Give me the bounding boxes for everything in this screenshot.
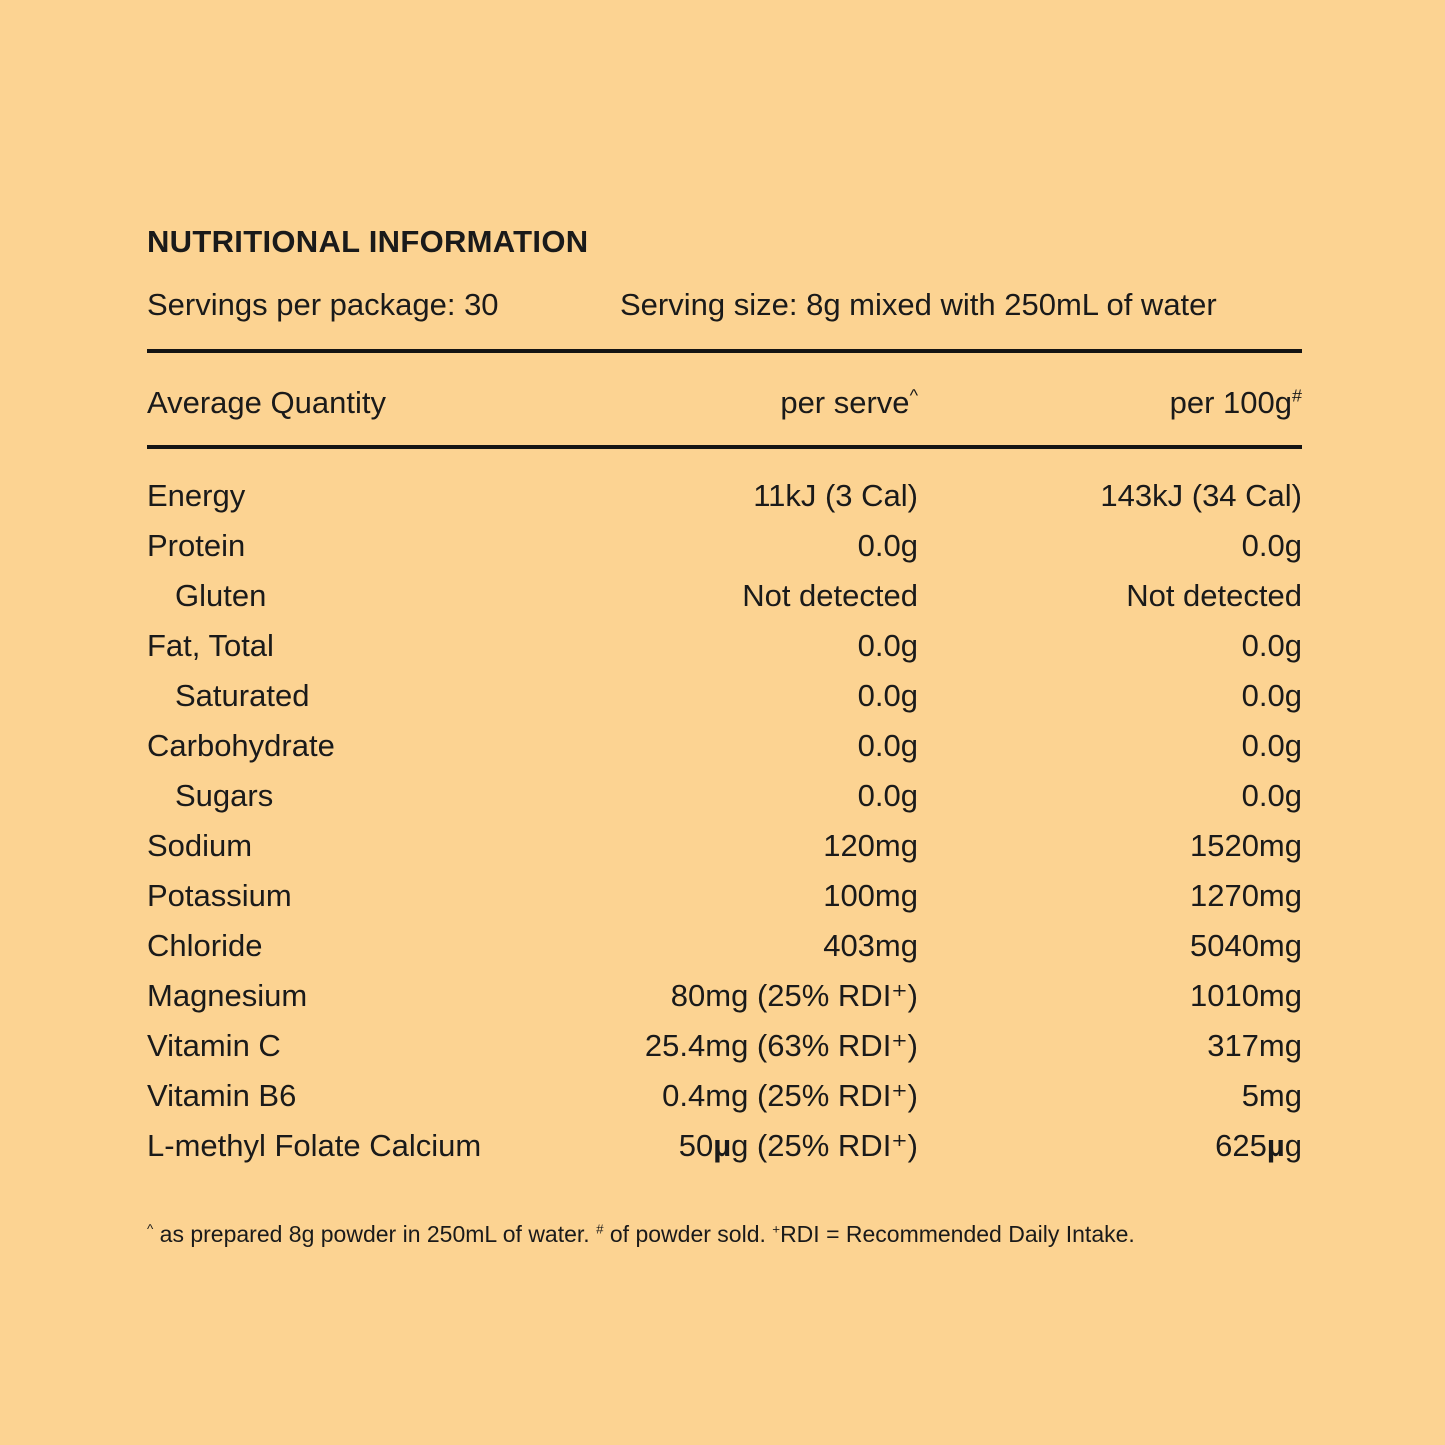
divider-header [147, 445, 1302, 450]
per-serve-value: Not detected [742, 578, 918, 614]
table-row: Chloride 403mg 5040mg [147, 921, 1302, 971]
per-serve-value: 0.4mg (25% RDI⁺) [662, 1078, 918, 1114]
nutrient-label: Chloride [147, 928, 263, 964]
table-row: Vitamin C 25.4mg (63% RDI⁺) 317mg [147, 1021, 1302, 1071]
per-serve-footnote-marker: ^ [909, 385, 918, 406]
per-serve-value: 403mg [823, 928, 918, 964]
nutrient-label: Protein [147, 528, 246, 564]
nutrient-label: Vitamin B6 [147, 1078, 297, 1114]
footnote-text-prepared: as prepared 8g powder in 250mL of water. [153, 1221, 597, 1248]
nutrient-label: Vitamin C [147, 1028, 281, 1064]
nutrition-table-body: Energy 11kJ (3 Cal) 143kJ (34 Cal) Prote… [147, 449, 1302, 1171]
table-row: Fat, Total 0.0g 0.0g [147, 621, 1302, 671]
table-row: Sugars 0.0g 0.0g [147, 771, 1302, 821]
table-row: Magnesium 80mg (25% RDI⁺) 1010mg [147, 971, 1302, 1021]
per-serve-value: 80mg (25% RDI⁺) [670, 978, 918, 1014]
per-serve-value: 0.0g [857, 728, 918, 764]
table-header: Average Quantity per serve^ per 100g# [147, 353, 1302, 445]
per-serve-value: 0.0g [857, 528, 918, 564]
table-row: Saturated 0.0g 0.0g [147, 671, 1302, 721]
footnote-marker-plus: + [772, 1221, 781, 1237]
per-serve-value: 11kJ (3 Cal) [753, 478, 918, 514]
table-row: Carbohydrate 0.0g 0.0g [147, 721, 1302, 771]
per-100g-value: 0.0g [1241, 778, 1302, 814]
footnote-text-rdi: RDI = Recommended Daily Intake. [780, 1221, 1135, 1248]
per-100g-value: Not detected [1126, 578, 1302, 614]
nutrient-label: Saturated [175, 678, 310, 714]
nutrient-label: Gluten [175, 578, 267, 614]
per-100g-value: 5040mg [1189, 928, 1302, 964]
table-row: Potassium 100mg 1270mg [147, 871, 1302, 921]
footnote: ^ as prepared 8g powder in 250mL of wate… [147, 1221, 1302, 1249]
per-100g-value: 1270mg [1189, 878, 1302, 914]
per-serve-label: per serve [780, 385, 910, 421]
per-100g-value: 1010mg [1189, 978, 1302, 1014]
table-row: Sodium 120mg 1520mg [147, 821, 1302, 871]
column-header-per-100g: per 100g# [918, 387, 1302, 418]
column-header-average-quantity: Average Quantity [147, 385, 386, 421]
per-100g-value: 317mg [1207, 1028, 1302, 1064]
nutrient-label: Carbohydrate [147, 728, 335, 764]
per-100g-value: 0.0g [1241, 728, 1302, 764]
per-100g-value: 5mg [1241, 1078, 1302, 1114]
per-100g-value: 1520mg [1189, 828, 1302, 864]
nutrient-label: Magnesium [147, 978, 308, 1014]
table-row: Protein 0.0g 0.0g [147, 521, 1302, 571]
panel-title: NUTRITIONAL INFORMATION [147, 224, 589, 259]
serving-info-line: Servings per package: 30 Serving size: 8… [147, 287, 1302, 322]
per-100g-value: 0.0g [1241, 678, 1302, 714]
footnote-text-powder-sold: of powder sold. [603, 1221, 773, 1248]
divider-top [147, 349, 1302, 354]
per-serve-value: 0.0g [857, 678, 918, 714]
per-100g-value: 143kJ (34 Cal) [1100, 478, 1302, 514]
footnote-marker-caret: ^ [147, 1221, 154, 1237]
per-100g-label: per 100g [1169, 385, 1292, 421]
per-serve-value: 100mg [823, 878, 918, 914]
column-header-per-serve: per serve^ [567, 387, 918, 418]
servings-per-package: Servings per package: 30 [147, 287, 499, 322]
nutrient-label: Sodium [147, 828, 253, 864]
nutrient-label: Fat, Total [147, 628, 274, 664]
table-row: L-methyl Folate Calcium 50µg (25% RDI⁺) … [147, 1121, 1302, 1171]
serving-size: Serving size: 8g mixed with 250mL of wat… [620, 287, 1217, 322]
per-serve-value: 120mg [823, 828, 918, 864]
per-100g-footnote-marker: # [1292, 385, 1302, 406]
table-row: Gluten Not detected Not detected [147, 571, 1302, 621]
per-serve-value: 0.0g [857, 778, 918, 814]
nutrient-label: L-methyl Folate Calcium [147, 1128, 482, 1164]
nutrient-label: Energy [147, 478, 246, 514]
nutrient-label: Sugars [175, 778, 274, 814]
per-100g-value: 0.0g [1241, 628, 1302, 664]
table-row: Vitamin B6 0.4mg (25% RDI⁺) 5mg [147, 1071, 1302, 1121]
per-100g-value: 0.0g [1241, 528, 1302, 564]
nutrient-label: Potassium [147, 878, 292, 914]
footnote-marker-hash: # [596, 1221, 604, 1237]
per-serve-value: 25.4mg (63% RDI⁺) [644, 1028, 918, 1064]
table-row: Energy 11kJ (3 Cal) 143kJ (34 Cal) [147, 471, 1302, 521]
per-100g-value: 625µg [1215, 1128, 1302, 1164]
per-serve-value: 50µg (25% RDI⁺) [678, 1128, 918, 1164]
per-serve-value: 0.0g [857, 628, 918, 664]
